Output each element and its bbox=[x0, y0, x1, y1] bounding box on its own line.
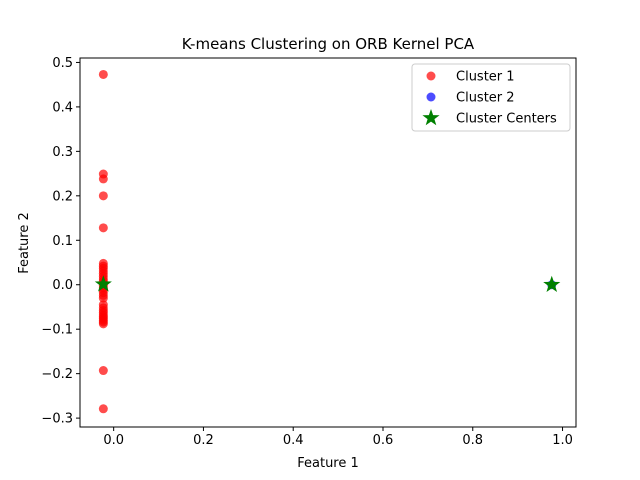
x-tick-label: 0.4 bbox=[283, 433, 304, 448]
series-1 bbox=[98, 69, 108, 414]
data-point bbox=[98, 293, 108, 303]
x-tick-label: 0.6 bbox=[373, 433, 394, 448]
y-tick-label: 0.1 bbox=[52, 234, 73, 249]
center-marker bbox=[543, 275, 561, 293]
y-tick-label: 0.3 bbox=[52, 145, 73, 160]
series-3 bbox=[94, 275, 561, 293]
data-point bbox=[98, 191, 108, 201]
center-marker bbox=[94, 275, 112, 292]
x-tick-label: 0.0 bbox=[103, 433, 124, 448]
x-tick-label: 0.8 bbox=[462, 433, 483, 448]
x-axis-label: Feature 1 bbox=[297, 456, 359, 471]
plot-area bbox=[94, 69, 561, 414]
legend-label: Cluster 1 bbox=[456, 70, 515, 85]
chart-title: K-means Clustering on ORB Kernel PCA bbox=[182, 35, 475, 53]
data-point bbox=[98, 223, 108, 233]
data-point bbox=[98, 366, 108, 376]
legend: Cluster 1 Cluster 2 Cluster Centers bbox=[411, 63, 571, 132]
data-point bbox=[98, 404, 108, 414]
axes: 0.0 0.2 0.4 0.6 0.8 1.0 −0.3 −0.2 −0.1 0.0 0.1 0.2 0… bbox=[41, 56, 577, 448]
legend-label: Cluster 2 bbox=[456, 91, 515, 106]
plot-frame bbox=[79, 57, 577, 428]
legend-label: Cluster Centers bbox=[456, 112, 557, 127]
x-tick-label: 0.2 bbox=[193, 433, 214, 448]
y-tick-label: 0.5 bbox=[52, 56, 73, 71]
y-axis-label: Feature 2 bbox=[17, 212, 32, 274]
y-tick-label: 0.0 bbox=[52, 278, 73, 293]
legend-marker-2 bbox=[426, 92, 436, 102]
data-point bbox=[98, 69, 108, 79]
y-tick-label: −0.1 bbox=[41, 323, 73, 338]
y-tick-label: −0.2 bbox=[41, 367, 73, 382]
x-tick-label: 1.0 bbox=[552, 433, 573, 448]
data-point bbox=[98, 174, 108, 184]
legend-marker-centers bbox=[422, 109, 440, 126]
legend-marker-1 bbox=[426, 71, 436, 81]
data-point bbox=[98, 319, 108, 329]
y-tick-label: −0.3 bbox=[41, 412, 73, 427]
y-tick-label: 0.4 bbox=[52, 100, 73, 115]
legend-box bbox=[411, 63, 571, 132]
y-tick-label: 0.2 bbox=[52, 189, 73, 204]
